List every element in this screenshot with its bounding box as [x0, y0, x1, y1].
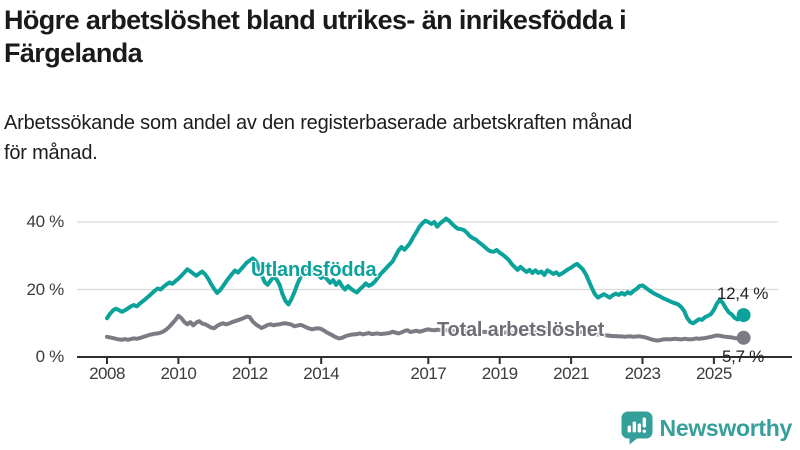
chart-subtitle-line1: Arbetssökande som andel av den registerb…: [4, 112, 633, 134]
y-axis-label: 20 %: [26, 279, 64, 299]
foreign-born-line: [105, 216, 746, 326]
x-axis-label: 2017: [410, 364, 447, 383]
gridlines: [77, 221, 778, 291]
series-label-foreign-born: Utlandsfödda: [251, 259, 377, 281]
chart-title-line2: Färgelanda: [4, 38, 143, 68]
newsworthy-wordmark: Newsworthy: [659, 414, 793, 441]
chart-subtitle: Arbetssökande som andel av den registerb…: [4, 108, 796, 168]
bar-chart-speech-bubble-icon: [621, 411, 653, 445]
total-unemployment-line: [105, 313, 746, 343]
end-value-label-total: 5,7 %: [722, 347, 764, 366]
x-axis-label: 2019: [481, 364, 518, 383]
y-axis-label: 40 %: [26, 212, 64, 231]
x-axis-label: 2021: [553, 364, 589, 383]
x-axis-label: 2008: [89, 364, 125, 383]
chart-title: Högre arbetslöshet bland utrikes- än inr…: [4, 4, 796, 70]
x-axis-label: 2014: [303, 364, 340, 383]
chart-subtitle-line2: för månad.: [4, 142, 98, 164]
total-end-dot: [736, 330, 751, 345]
x-axis-label: 2023: [624, 364, 661, 383]
newsworthy-logo: Newsworthy: [621, 411, 792, 445]
x-axis-ticks: [106, 357, 715, 364]
x-axis-label: 2012: [231, 364, 268, 383]
end-value-label-foreign-born: 12,4 %: [717, 284, 769, 303]
foreign-end-dot: [736, 308, 751, 323]
chart-title-line1: Högre arbetslöshet bland utrikes- än inr…: [4, 5, 627, 35]
series-label-total: Total arbetslöshet: [437, 319, 605, 341]
x-axis-label: 2025: [695, 364, 732, 383]
y-axis-label: 0 %: [35, 347, 65, 366]
x-axis-label: 2010: [160, 364, 197, 383]
